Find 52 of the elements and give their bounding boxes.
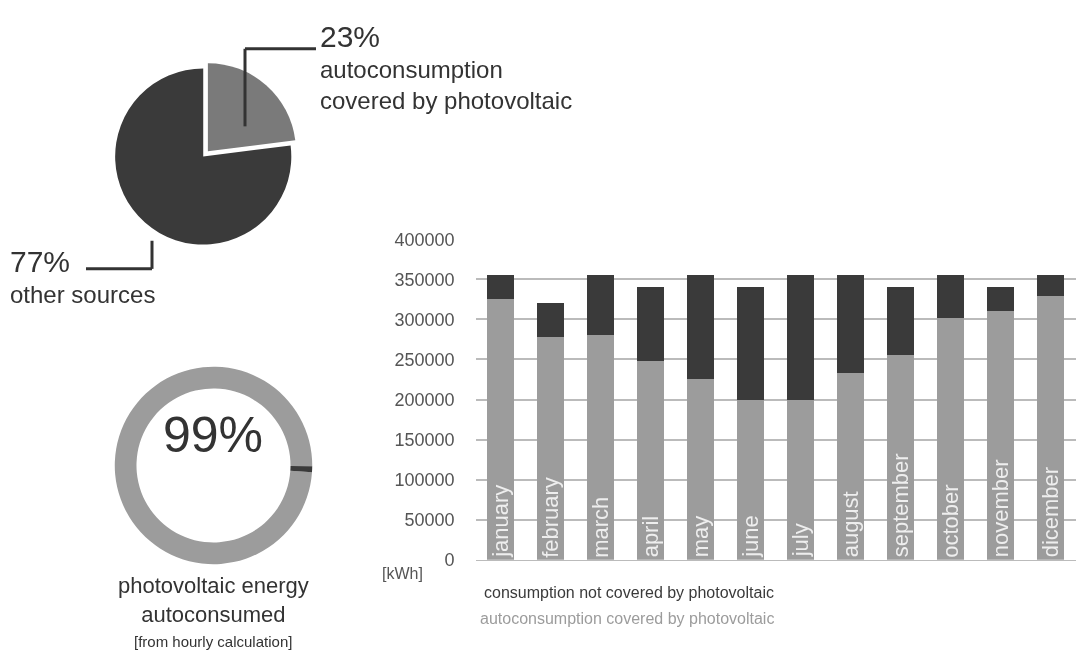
bar xyxy=(736,400,765,560)
x-tick-label: september xyxy=(887,453,913,558)
x-tick-label: april xyxy=(637,515,663,558)
text: [from hourly calculation] xyxy=(134,633,293,650)
bar xyxy=(586,335,615,560)
bar xyxy=(486,275,515,299)
text: photovoltaic energy autoconsumed xyxy=(118,573,309,627)
y-tick-label: 100000 xyxy=(394,469,455,490)
x-tick-label: dicember xyxy=(1037,466,1063,558)
data-label: 77% xyxy=(10,245,71,278)
bar xyxy=(936,275,965,318)
legend-label: other sources xyxy=(10,281,156,309)
y-tick-label: 200000 xyxy=(394,389,455,410)
bar xyxy=(586,275,615,336)
x-tick-label: july xyxy=(787,523,813,558)
bar xyxy=(636,286,665,362)
x-tick-label: february xyxy=(538,477,564,558)
y-tick-label: 50000 xyxy=(404,509,455,530)
y-tick-label: 250000 xyxy=(394,349,455,370)
data-label: 99% xyxy=(163,407,264,463)
x-tick-label: june xyxy=(738,515,764,558)
bar xyxy=(986,286,1015,311)
bar xyxy=(686,275,715,379)
data-label: 23% xyxy=(320,20,381,53)
y-axis-title: [kWh] xyxy=(382,565,423,582)
bar xyxy=(1036,275,1065,297)
x-tick-label: november xyxy=(987,459,1013,558)
slice-label: autoconsumption covered by photovoltaic xyxy=(320,56,573,115)
bar xyxy=(786,275,815,401)
donut-slice xyxy=(290,465,313,473)
y-tick-label: 0 xyxy=(444,550,455,571)
bar xyxy=(486,298,515,560)
bar xyxy=(836,275,865,374)
text: autoconsumption covered by photovoltaic xyxy=(480,610,775,627)
x-tick-label: october xyxy=(938,484,964,558)
y-tick-label: 400000 xyxy=(394,229,455,250)
y-tick-label: 350000 xyxy=(394,269,455,290)
bar xyxy=(786,400,815,560)
x-tick-label: march xyxy=(588,496,614,558)
x-tick-label: january xyxy=(488,484,514,558)
bar xyxy=(686,378,715,560)
bar xyxy=(886,286,915,355)
donut-slice xyxy=(114,366,313,565)
text: consumption not covered by photovoltaic xyxy=(484,584,774,601)
bar xyxy=(636,361,665,560)
y-tick-label: 150000 xyxy=(394,429,455,450)
y-tick-label: 300000 xyxy=(394,309,455,330)
bar xyxy=(536,303,565,338)
x-tick-label: may xyxy=(687,515,713,558)
x-tick-label: august xyxy=(837,491,863,558)
bar xyxy=(936,317,965,560)
bar xyxy=(736,286,765,401)
